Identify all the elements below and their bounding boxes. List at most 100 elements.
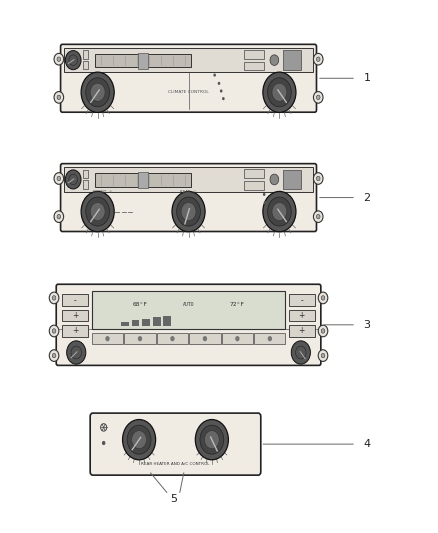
Circle shape [270,55,279,66]
FancyBboxPatch shape [60,44,317,112]
Circle shape [49,325,59,337]
Bar [62,294,88,306]
Circle shape [177,197,201,226]
Circle shape [321,329,325,333]
Circle shape [81,72,114,112]
Circle shape [318,325,328,337]
Circle shape [195,419,228,460]
Circle shape [263,191,296,232]
Circle shape [54,173,64,184]
Bar [138,53,148,69]
Circle shape [127,425,151,454]
Circle shape [57,176,60,181]
Circle shape [316,57,320,61]
Bar [163,316,171,326]
Text: +: + [299,311,305,320]
Circle shape [268,336,272,341]
Bar [64,48,313,72]
Circle shape [213,74,216,77]
Circle shape [263,193,265,196]
Bar [289,310,315,321]
Text: AUTO: AUTO [183,302,194,307]
Circle shape [69,174,78,185]
FancyBboxPatch shape [60,164,317,231]
Bar [64,167,313,191]
Circle shape [314,211,323,222]
Bar [95,54,191,67]
Circle shape [268,197,291,226]
Circle shape [220,90,223,93]
Circle shape [205,431,219,449]
Bar [131,320,139,326]
Circle shape [52,353,56,358]
Bar [283,51,301,70]
Bar [92,333,123,344]
Circle shape [314,53,323,65]
Text: 4: 4 [364,439,371,449]
Bar [83,51,88,59]
Bar [157,333,188,344]
Circle shape [318,292,328,304]
Circle shape [316,95,320,100]
Text: CLIMATE CONTROL: CLIMATE CONTROL [168,90,209,94]
Circle shape [86,78,110,107]
Circle shape [222,97,225,100]
Text: +: + [72,311,78,320]
Circle shape [49,292,59,304]
Circle shape [90,83,105,101]
Circle shape [235,336,240,341]
Bar [142,319,150,326]
Bar [244,62,264,70]
Text: 1: 1 [364,73,371,83]
Text: 72°F: 72°F [230,302,244,307]
Circle shape [272,203,287,221]
Bar [138,172,148,188]
Circle shape [67,341,86,364]
Bar [83,170,88,178]
Circle shape [52,329,56,333]
Circle shape [81,191,114,232]
Circle shape [272,83,287,101]
Circle shape [54,53,64,65]
Text: 2: 2 [364,192,371,203]
Circle shape [316,176,320,181]
Bar [83,61,88,69]
Circle shape [49,350,59,361]
Circle shape [200,425,224,454]
Circle shape [270,174,279,185]
Circle shape [52,296,56,300]
Text: 3: 3 [364,320,371,330]
Text: -: - [74,296,77,305]
Circle shape [86,197,110,226]
Bar [124,333,155,344]
Bar [83,180,88,189]
Circle shape [105,336,110,341]
Circle shape [263,72,296,112]
Circle shape [296,346,306,359]
Circle shape [138,336,142,341]
Circle shape [291,341,311,364]
Circle shape [172,191,205,232]
Bar [62,325,88,337]
Circle shape [123,419,155,460]
Bar [289,294,315,306]
Circle shape [218,82,220,85]
Text: REAR HEATER AND A/C CONTROL: REAR HEATER AND A/C CONTROL [141,462,210,466]
Bar [222,333,253,344]
Circle shape [54,211,64,222]
Bar [244,50,264,59]
Circle shape [54,92,64,103]
Text: 68°F: 68°F [133,302,148,307]
Circle shape [57,95,60,100]
Circle shape [264,201,266,204]
Bar [95,173,191,187]
Circle shape [321,296,325,300]
Circle shape [170,336,175,341]
Circle shape [102,441,106,445]
Circle shape [314,173,323,184]
Bar [121,322,129,326]
Bar [289,325,315,337]
Text: FRONT  ©: FRONT © [93,190,113,195]
Bar [92,291,285,329]
Text: +: + [72,327,78,335]
